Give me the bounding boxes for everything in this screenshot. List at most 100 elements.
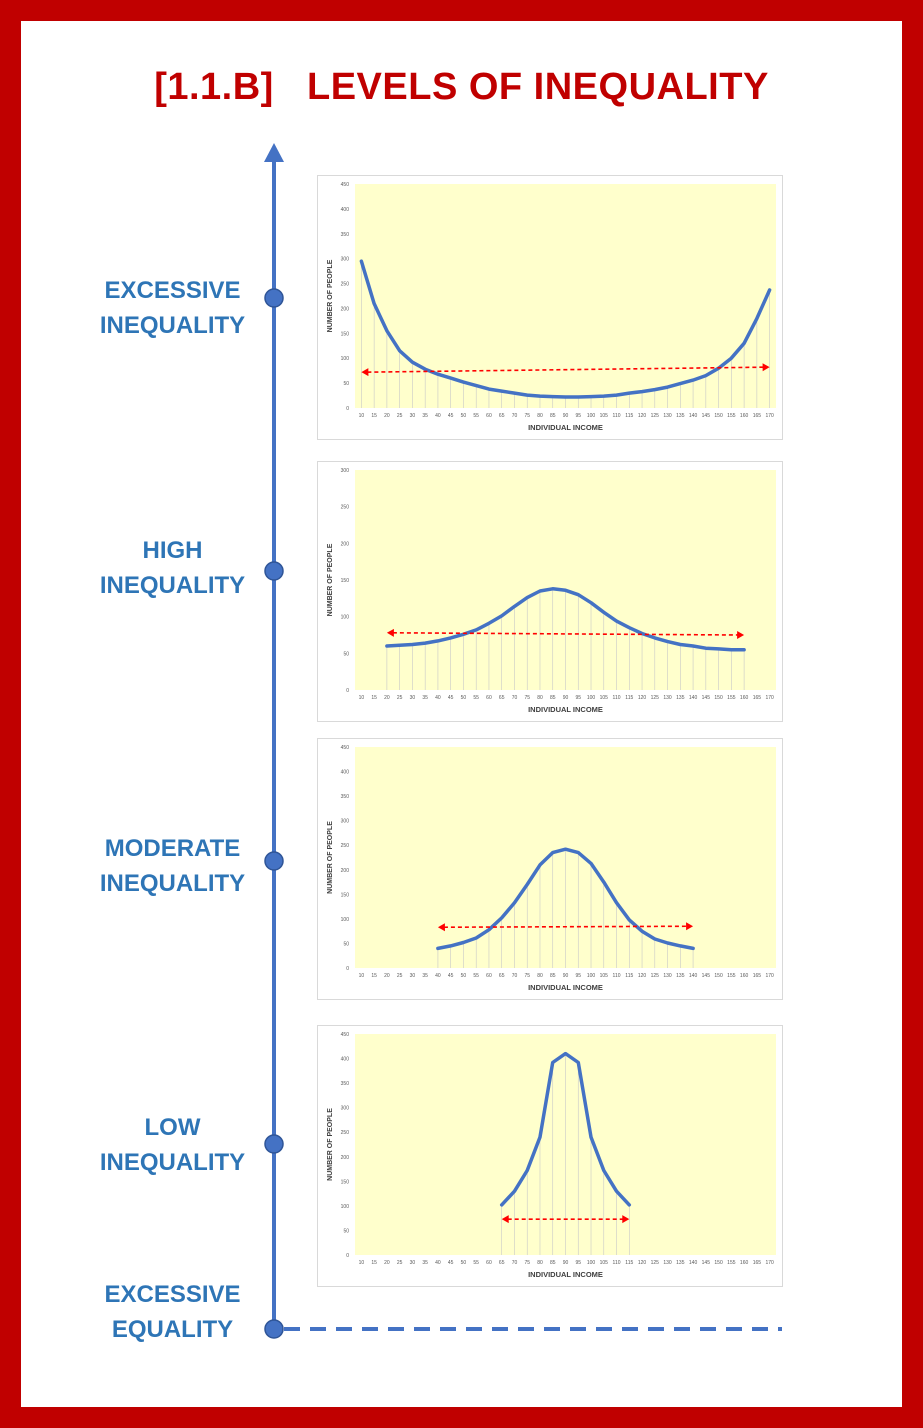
x-tick-label: 35 [422,1260,428,1266]
y-tick-label: 350 [341,794,350,800]
x-tick-label: 60 [486,413,492,419]
distribution-curve [385,587,746,652]
y-tick-label: 150 [341,1179,350,1185]
x-tick-label: 130 [663,695,672,701]
x-tick-label: 95 [575,973,581,979]
x-tick-label: 40 [435,973,441,979]
x-tick-label: 45 [448,973,454,979]
arrowhead-left-icon [437,923,445,932]
x-tick-label: 15 [371,1260,377,1266]
x-tick-label: 125 [651,1260,660,1266]
chart-svg: 0 50 100 150 200 250 300 350 400 450 10 15 20 25 30 35 4… [327,1032,776,1279]
y-tick-label: 100 [341,615,350,621]
level-label-line1: EXCESSIVE [104,277,241,304]
x-tick-label: 30 [410,1260,416,1266]
x-tick-label: 110 [613,1260,621,1266]
x-tick-label: 65 [499,413,505,419]
x-tick-label: 125 [651,695,660,701]
x-tick-label: 160 [740,973,749,979]
x-tick-label: 155 [727,1260,736,1266]
x-tick-label: 55 [473,1260,479,1266]
x-tick-label: 135 [676,413,685,419]
x-tick-label: 95 [575,695,581,701]
x-tick-label: 145 [702,695,711,701]
x-tick-label: 80 [537,1260,543,1266]
arrowhead-left-icon [501,1215,509,1224]
y-tick-label: 100 [341,1204,350,1210]
level-label-line2: INEQUALITY [99,312,246,339]
x-tick-label: 15 [371,413,377,419]
x-tick-label: 155 [727,413,736,419]
x-tick-label: 110 [613,973,621,979]
x-tick-label: 35 [422,413,428,419]
x-tick-label: 50 [461,973,467,979]
x-tick-label: 65 [499,695,505,701]
axis-arrowhead-icon [264,143,284,162]
level-label-moderate-inequality: MODERATE INEQUALITY [80,831,265,901]
x-tick-label: 90 [563,695,569,701]
level-label-excessive-inequality: EXCESSIVE INEQUALITY [80,273,265,343]
arrowhead-left-icon [386,628,394,637]
range-arrow-line [392,632,739,636]
level-label-line1: MODERATE [104,835,241,862]
y-tick-label: 300 [341,257,350,263]
x-tick-label: 105 [600,973,609,979]
x-tick-label: 25 [397,973,403,979]
level-label-line1: EXCESSIVE [104,1281,241,1308]
y-tick-label: 0 [346,406,349,412]
y-axis-title: NUMBER OF PEOPLE [327,1108,334,1181]
x-tick-label: 25 [397,695,403,701]
y-tick-label: 150 [341,578,350,584]
level-label-line2: INEQUALITY [99,1149,246,1176]
y-tick-label: 400 [341,207,350,213]
x-tick-label: 45 [448,1260,454,1266]
x-axis-title: INDIVIDUAL INCOME [528,705,603,714]
x-tick-label: 165 [753,695,762,701]
x-tick-label: 10 [359,973,365,979]
level-label-line2: INEQUALITY [99,870,246,897]
x-tick-label: 65 [499,973,505,979]
x-tick-label: 140 [689,695,698,701]
y-tick-label: 450 [341,745,350,751]
x-tick-label: 85 [550,1260,556,1266]
x-tick-label: 70 [512,413,518,419]
x-tick-label: 170 [765,973,774,979]
x-tick-label: 155 [727,695,736,701]
x-tick-label: 155 [727,973,736,979]
x-tick-label: 90 [563,1260,569,1266]
x-tick-label: 50 [461,695,467,701]
x-tick-label: 55 [473,413,479,419]
y-tick-label: 350 [341,1081,350,1087]
level-label-line2: EQUALITY [111,1316,234,1343]
x-tick-label: 160 [740,1260,749,1266]
level-marker-0 [264,288,284,308]
distribution-curve [499,1051,632,1207]
level-label-low-inequality: LOW INEQUALITY [80,1110,265,1180]
x-tick-label: 90 [563,973,569,979]
y-tick-label: 300 [341,468,350,474]
x-tick-label: 75 [524,695,530,701]
x-tick-label: 165 [753,413,762,419]
x-tick-label: 100 [587,973,596,979]
y-tick-label: 100 [341,917,350,923]
x-tick-label: 140 [689,413,698,419]
arrowhead-left-icon [361,368,369,377]
y-tick-label: 450 [341,182,350,188]
y-tick-label: 150 [341,892,350,898]
x-tick-label: 145 [702,1260,711,1266]
level-label-line1: HIGH [142,537,203,564]
x-tick-label: 165 [753,973,762,979]
x-tick-label: 40 [435,1260,441,1266]
x-tick-label: 165 [753,1260,762,1266]
x-axis-title: INDIVIDUAL INCOME [528,423,603,432]
x-tick-label: 40 [435,695,441,701]
x-tick-label: 105 [600,1260,609,1266]
chart-low-inequality: 0 50 100 150 200 250 300 350 400 450 10 15 20 25 30 35 4… [317,1025,783,1287]
x-tick-label: 80 [537,973,543,979]
y-tick-label: 200 [341,868,350,874]
x-tick-label: 60 [486,1260,492,1266]
x-tick-label: 45 [448,413,454,419]
x-tick-label: 170 [765,695,774,701]
